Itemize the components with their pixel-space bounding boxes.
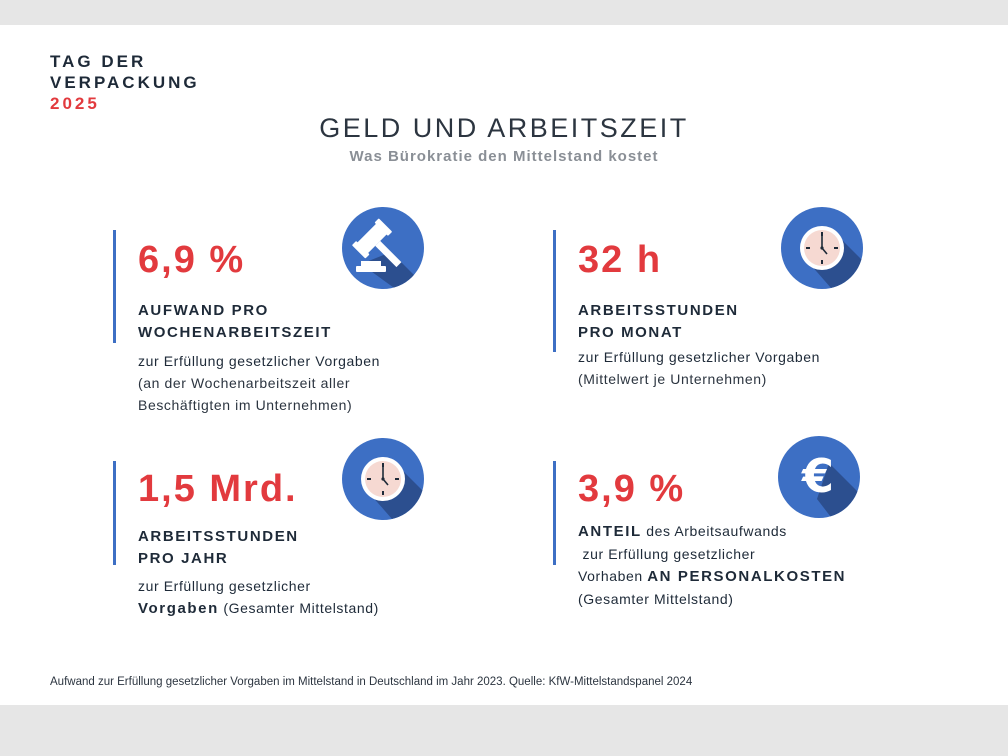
infographic-page: TAG DER VERPACKUNG 2025 GELD UND ARBEITS…: [0, 25, 1008, 705]
stat-heading-line: PRO JAHR: [138, 550, 229, 567]
brand-year: 2025: [50, 94, 100, 113]
stat-description: zur Erfüllung gesetzlicher Vorgaben (Ges…: [138, 575, 379, 620]
stat-heading-line: PRO MONAT: [578, 324, 683, 341]
brand-line-1: TAG DER: [50, 52, 147, 71]
stat-description-line: zur Erfüllung gesetzlicher: [138, 578, 311, 594]
stat-description: ANTEIL des Arbeitsaufwands zur Erfüllung…: [578, 520, 846, 610]
stat-description-line: zur Erfüllung gesetzlicher: [578, 546, 756, 562]
stat-heading-line: ARBEITSSTUNDEN: [578, 302, 739, 319]
euro-icon: €: [778, 436, 860, 518]
svg-text:€: €: [801, 449, 834, 503]
stat-note: (an der Wochenarbeitszeit aller Beschäft…: [138, 372, 352, 416]
stat-heading-line: ARBEITSSTUNDEN: [138, 528, 299, 545]
card-accent-bar: [553, 230, 556, 352]
stat-note-line: Beschäftigten im Unternehmen): [138, 397, 353, 413]
stat-value: 3,9 %: [578, 468, 686, 510]
stat-heading: ARBEITSSTUNDEN PRO JAHR: [138, 526, 299, 570]
stat-note: (Mittelwert je Unternehmen): [578, 368, 767, 390]
card-accent-bar: [113, 230, 116, 343]
stat-heading: AUFWAND PRO WOCHENARBEITSZEIT: [138, 300, 332, 344]
stat-description-line: Vorgaben (Gesamter Mittelstand): [138, 597, 379, 620]
page-subtitle: Was Bürokratie den Mittelstand kostet: [349, 148, 659, 165]
stat-note-line: (Gesamter Mittelstand): [223, 600, 379, 616]
stat-description-line: ANTEIL des Arbeitsaufwands: [578, 520, 846, 543]
page-title: GELD UND ARBEITSZEIT: [319, 113, 689, 143]
stat-description-strong: ANTEIL: [578, 523, 642, 540]
stat-description-strong: Vorgaben: [138, 600, 219, 617]
brand-line-2: VERPACKUNG: [50, 73, 200, 92]
card-accent-bar: [113, 461, 116, 565]
stat-value: 1,5 Mrd.: [138, 468, 298, 510]
stat-heading-line: AUFWAND PRO: [138, 302, 269, 319]
stat-description: zur Erfüllung gesetzlicher Vorgaben: [138, 353, 381, 369]
brand-logo: TAG DER VERPACKUNG 2025: [50, 51, 200, 114]
stat-note-line: (an der Wochenarbeitszeit aller: [138, 375, 351, 391]
stat-note-line: (Mittelwert je Unternehmen): [578, 371, 767, 387]
card-accent-bar: [553, 461, 556, 565]
clock-icon: [342, 438, 424, 520]
stat-description-text: des Arbeitsaufwands: [641, 523, 787, 539]
stat-heading: ARBEITSSTUNDEN PRO MONAT: [578, 300, 739, 344]
clock-icon: [781, 207, 863, 289]
gavel-icon: [342, 207, 424, 289]
stat-note-line: (Gesamter Mittelstand): [578, 591, 734, 607]
stat-description-text: Vorhaben: [578, 568, 648, 584]
source-footnote: Aufwand zur Erfüllung gesetzlicher Vorga…: [50, 676, 693, 688]
stat-value: 6,9 %: [138, 239, 246, 281]
stat-value: 32 h: [578, 239, 663, 281]
stat-heading-line: WOCHENARBEITSZEIT: [138, 324, 332, 341]
stat-description: zur Erfüllung gesetzlicher Vorgaben: [578, 349, 821, 365]
stat-description-strong: AN PERSONALKOSTEN: [647, 568, 847, 585]
stat-description-line: Vorhaben AN PERSONALKOSTEN: [578, 565, 846, 588]
